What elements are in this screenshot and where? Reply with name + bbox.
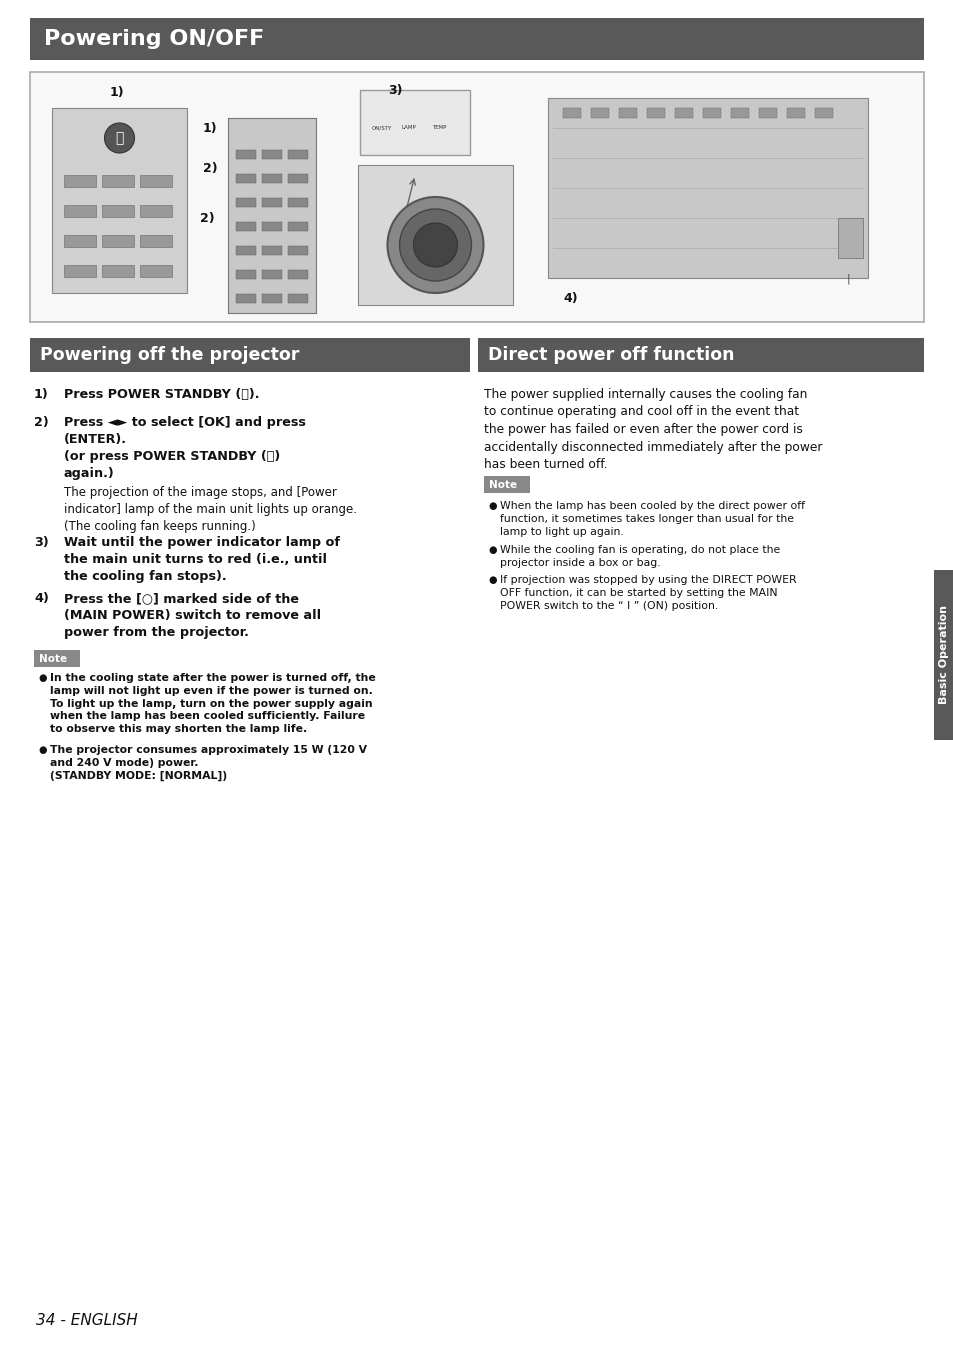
Bar: [262, 246, 282, 255]
Bar: [675, 108, 692, 117]
Text: Powering off the projector: Powering off the projector: [40, 346, 299, 365]
Text: 4): 4): [34, 593, 49, 605]
Bar: [235, 150, 255, 159]
Text: ⏻: ⏻: [115, 131, 124, 144]
Bar: [483, 477, 530, 493]
Bar: [262, 270, 282, 279]
Text: Basic Operation: Basic Operation: [938, 606, 948, 705]
Text: ●: ●: [488, 575, 496, 585]
Text: |: |: [845, 273, 849, 284]
Bar: [140, 235, 172, 247]
Bar: [30, 338, 470, 373]
Text: Press the [○] marked side of the
(MAIN POWER) switch to remove all
power from th: Press the [○] marked side of the (MAIN P…: [64, 593, 321, 639]
Bar: [590, 108, 608, 117]
Bar: [262, 150, 282, 159]
Text: 3): 3): [388, 84, 402, 97]
Text: Note: Note: [39, 653, 67, 663]
Bar: [34, 649, 80, 667]
Bar: [30, 18, 923, 59]
Text: The power supplied internally causes the cooling fan
to continue operating and c: The power supplied internally causes the…: [483, 387, 821, 471]
Text: 2): 2): [203, 162, 217, 176]
Text: ●: ●: [38, 674, 47, 683]
Text: 34 - ENGLISH: 34 - ENGLISH: [36, 1314, 137, 1328]
Text: 3): 3): [34, 536, 49, 549]
Text: ON/STY: ON/STY: [372, 126, 392, 130]
Bar: [228, 117, 315, 313]
Text: 2): 2): [34, 416, 49, 429]
Bar: [837, 217, 862, 258]
Bar: [52, 108, 187, 293]
Text: If projection was stopped by using the DIRECT POWER
OFF function, it can be star: If projection was stopped by using the D…: [499, 575, 796, 610]
Text: ●: ●: [488, 501, 496, 512]
Bar: [102, 176, 133, 188]
Bar: [64, 265, 96, 277]
Bar: [730, 108, 748, 117]
Bar: [288, 246, 308, 255]
Bar: [288, 198, 308, 207]
Text: Note: Note: [489, 479, 517, 490]
Circle shape: [399, 209, 471, 281]
Text: 1): 1): [34, 387, 49, 401]
Bar: [102, 265, 133, 277]
Bar: [262, 174, 282, 184]
Text: When the lamp has been cooled by the direct power off
function, it sometimes tak: When the lamp has been cooled by the dir…: [499, 501, 804, 536]
Bar: [30, 72, 923, 323]
Bar: [140, 176, 172, 188]
Bar: [102, 235, 133, 247]
Circle shape: [105, 123, 134, 153]
Bar: [288, 221, 308, 231]
Text: Wait until the power indicator lamp of
the main unit turns to red (i.e., until
t: Wait until the power indicator lamp of t…: [64, 536, 339, 583]
Text: Powering ON/OFF: Powering ON/OFF: [44, 28, 264, 49]
Bar: [64, 176, 96, 188]
Text: 2): 2): [200, 212, 214, 225]
Bar: [288, 174, 308, 184]
Bar: [477, 338, 923, 373]
Bar: [547, 99, 867, 278]
Text: Press POWER STANDBY (⏻).: Press POWER STANDBY (⏻).: [64, 387, 259, 401]
Text: ●: ●: [488, 545, 496, 555]
Bar: [140, 265, 172, 277]
Text: ●: ●: [38, 745, 47, 755]
Bar: [359, 90, 470, 155]
Text: LAMP: LAMP: [401, 126, 416, 130]
Text: The projection of the image stops, and [Power
indicator] lamp of the main unit l: The projection of the image stops, and […: [64, 486, 356, 533]
Bar: [64, 235, 96, 247]
Bar: [235, 174, 255, 184]
Bar: [235, 221, 255, 231]
Text: In the cooling state after the power is turned off, the
lamp will not light up e: In the cooling state after the power is …: [50, 674, 375, 734]
Text: 4): 4): [562, 292, 577, 305]
Bar: [64, 205, 96, 217]
Bar: [262, 294, 282, 302]
Bar: [646, 108, 664, 117]
Bar: [786, 108, 804, 117]
Bar: [235, 246, 255, 255]
Bar: [759, 108, 776, 117]
Text: The projector consumes approximately 15 W (120 V
and 240 V mode) power.
(STANDBY: The projector consumes approximately 15 …: [50, 745, 367, 780]
Bar: [702, 108, 720, 117]
Bar: [262, 198, 282, 207]
Bar: [288, 270, 308, 279]
Bar: [618, 108, 637, 117]
Text: Direct power off function: Direct power off function: [488, 346, 734, 365]
Bar: [262, 221, 282, 231]
Text: Press ◄► to select [OK] and press
(ENTER).
(or press POWER STANDBY (⏻)
again.): Press ◄► to select [OK] and press (ENTER…: [64, 416, 306, 481]
Text: 1): 1): [110, 86, 124, 99]
Bar: [814, 108, 832, 117]
Bar: [235, 294, 255, 302]
Text: TEMP: TEMP: [432, 126, 446, 130]
Bar: [562, 108, 580, 117]
Circle shape: [387, 197, 483, 293]
Bar: [357, 165, 513, 305]
Bar: [933, 570, 953, 740]
Bar: [288, 150, 308, 159]
Text: While the cooling fan is operating, do not place the
projector inside a box or b: While the cooling fan is operating, do n…: [499, 545, 780, 568]
Bar: [140, 205, 172, 217]
Text: 1): 1): [203, 122, 217, 135]
Bar: [102, 205, 133, 217]
Bar: [235, 198, 255, 207]
Bar: [288, 294, 308, 302]
Bar: [235, 270, 255, 279]
Circle shape: [413, 223, 457, 267]
